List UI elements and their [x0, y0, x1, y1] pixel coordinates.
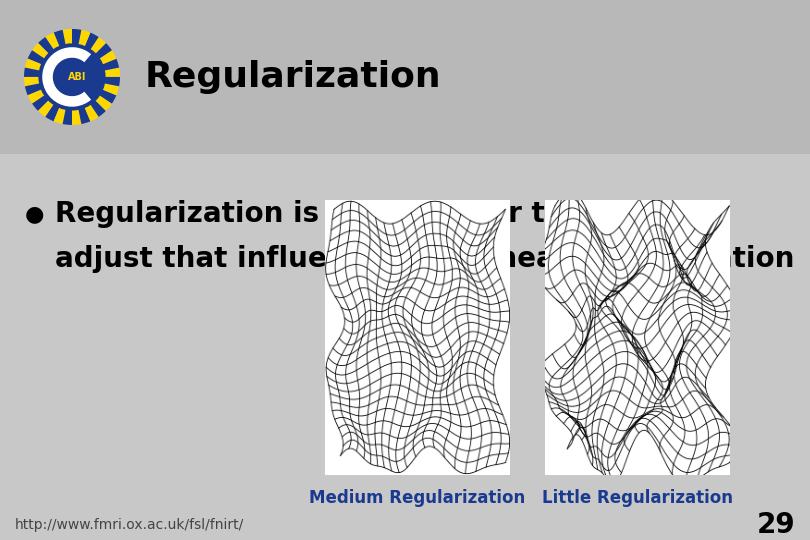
- Wedge shape: [72, 43, 112, 77]
- Text: Medium Regularization: Medium Regularization: [309, 489, 526, 507]
- Wedge shape: [72, 77, 112, 111]
- Wedge shape: [72, 37, 106, 77]
- Text: 29: 29: [757, 511, 795, 539]
- Wedge shape: [62, 29, 72, 77]
- Wedge shape: [72, 77, 120, 86]
- Wedge shape: [72, 29, 81, 77]
- Wedge shape: [72, 77, 91, 124]
- Text: http://www.fmri.ox.ac.uk/fsl/fnirt/: http://www.fmri.ox.ac.uk/fsl/fnirt/: [15, 518, 245, 532]
- Wedge shape: [38, 37, 72, 77]
- Wedge shape: [53, 77, 72, 124]
- Wedge shape: [53, 30, 72, 77]
- Text: Regularization is a parameter that you can: Regularization is a parameter that you c…: [55, 200, 727, 228]
- Wedge shape: [72, 77, 117, 104]
- Wedge shape: [72, 58, 119, 77]
- Wedge shape: [42, 47, 92, 107]
- Wedge shape: [32, 77, 72, 111]
- Wedge shape: [72, 68, 120, 77]
- Wedge shape: [72, 77, 106, 117]
- Text: ●: ●: [25, 204, 45, 224]
- Wedge shape: [25, 58, 72, 77]
- Wedge shape: [72, 77, 119, 96]
- Wedge shape: [28, 77, 72, 104]
- Wedge shape: [45, 32, 72, 77]
- Text: Little Regularization: Little Regularization: [542, 489, 733, 507]
- Wedge shape: [72, 77, 99, 122]
- Text: Regularization: Regularization: [145, 60, 441, 94]
- Wedge shape: [62, 77, 72, 125]
- Wedge shape: [24, 77, 72, 86]
- Text: ABI: ABI: [68, 72, 86, 82]
- Wedge shape: [38, 77, 72, 117]
- Wedge shape: [72, 77, 81, 125]
- Wedge shape: [28, 50, 72, 77]
- Wedge shape: [45, 77, 72, 122]
- Wedge shape: [25, 77, 72, 96]
- Wedge shape: [32, 43, 72, 77]
- Bar: [0, 0, 810, 154]
- Wedge shape: [72, 30, 91, 77]
- Text: adjust that influences non-linear normalization: adjust that influences non-linear normal…: [55, 245, 795, 273]
- Wedge shape: [24, 68, 72, 77]
- Circle shape: [38, 43, 105, 111]
- Wedge shape: [72, 32, 99, 77]
- Wedge shape: [72, 50, 117, 77]
